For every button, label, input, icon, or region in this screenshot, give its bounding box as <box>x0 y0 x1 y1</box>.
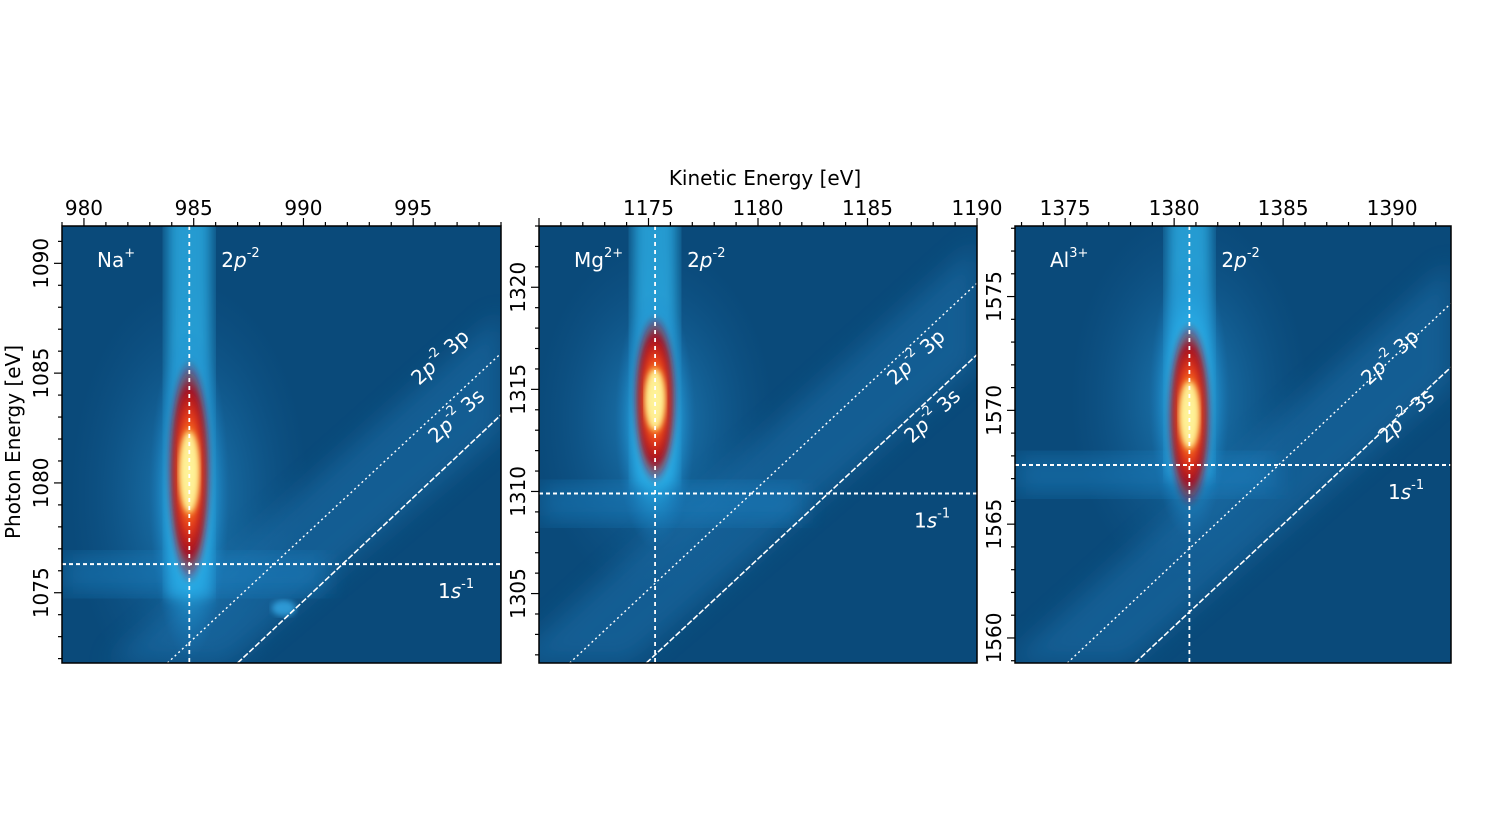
x-tick-label: 1390 <box>1367 196 1418 220</box>
y-tick-label: 1305 <box>506 568 530 619</box>
threshold-label: 1s-1 <box>914 507 950 533</box>
x-tick-label: 1175 <box>623 196 674 220</box>
plot-frame <box>1014 225 1452 664</box>
x-tick-label: 1385 <box>1258 196 1309 220</box>
y-tick-label: 1565 <box>982 499 1006 550</box>
left-axis-title: Photon Energy [eV] <box>1 345 25 539</box>
threshold-band <box>1015 454 1277 495</box>
peak-label: 2p-2 <box>1221 246 1259 272</box>
diagonal-line-3p <box>166 352 501 663</box>
y-tick-label: 1090 <box>29 238 53 289</box>
y-tick-label: 1310 <box>506 466 530 517</box>
diagonal-line-3s <box>1134 366 1451 663</box>
heatmap-area <box>539 226 977 663</box>
x-tick-label: 985 <box>175 196 213 220</box>
threshold-label: 1s-1 <box>438 577 474 603</box>
diagonal-line-3s <box>645 354 977 663</box>
y-tick-label: 1575 <box>982 271 1006 322</box>
y-tick-label: 1075 <box>29 567 53 618</box>
peak-maximum <box>179 431 200 513</box>
ion-label: Mg2+ <box>574 246 623 272</box>
x-tick-label: 1180 <box>733 196 784 220</box>
ion-label: Al3+ <box>1050 246 1088 272</box>
peak-maximum <box>645 368 666 431</box>
x-tick-label: 990 <box>284 196 322 220</box>
y-tick-label: 1315 <box>506 364 530 415</box>
y-tick-label: 1570 <box>982 385 1006 436</box>
panel-al: 1375 1380 1385 1390 1560 1565 1570 1575 Al3+ 2p-2… <box>982 196 1452 664</box>
satellite-spot <box>271 600 296 617</box>
panel-mg: 1175 1180 1185 1190 1305 1310 1315 1320 Mg2+ 2p-2… <box>506 196 1003 664</box>
x-tick-label: 995 <box>394 196 432 220</box>
x-tick-label: 1380 <box>1149 196 1200 220</box>
y-tick-label: 1560 <box>982 613 1006 664</box>
heatmap-area <box>1015 226 1451 663</box>
x-tick-label: 980 <box>65 196 103 220</box>
y-tick-label: 1080 <box>29 457 53 508</box>
x-tick-label: 1375 <box>1040 196 1091 220</box>
peak-maximum <box>1179 381 1200 449</box>
x-tick-label: 1185 <box>842 196 893 220</box>
x-tick-label: 1190 <box>952 196 1003 220</box>
heatmap-area <box>62 226 501 663</box>
y-tick-label: 1320 <box>506 262 530 313</box>
ion-label: Na+ <box>97 246 135 272</box>
peak-label: 2p-2 <box>221 246 259 272</box>
top-axis-title: Kinetic Energy [eV] <box>669 166 861 190</box>
peak-label: 2p-2 <box>687 246 725 272</box>
threshold-label: 1s-1 <box>1388 478 1424 504</box>
diagonal-line-3s <box>237 414 501 663</box>
y-tick-label: 1085 <box>29 348 53 399</box>
